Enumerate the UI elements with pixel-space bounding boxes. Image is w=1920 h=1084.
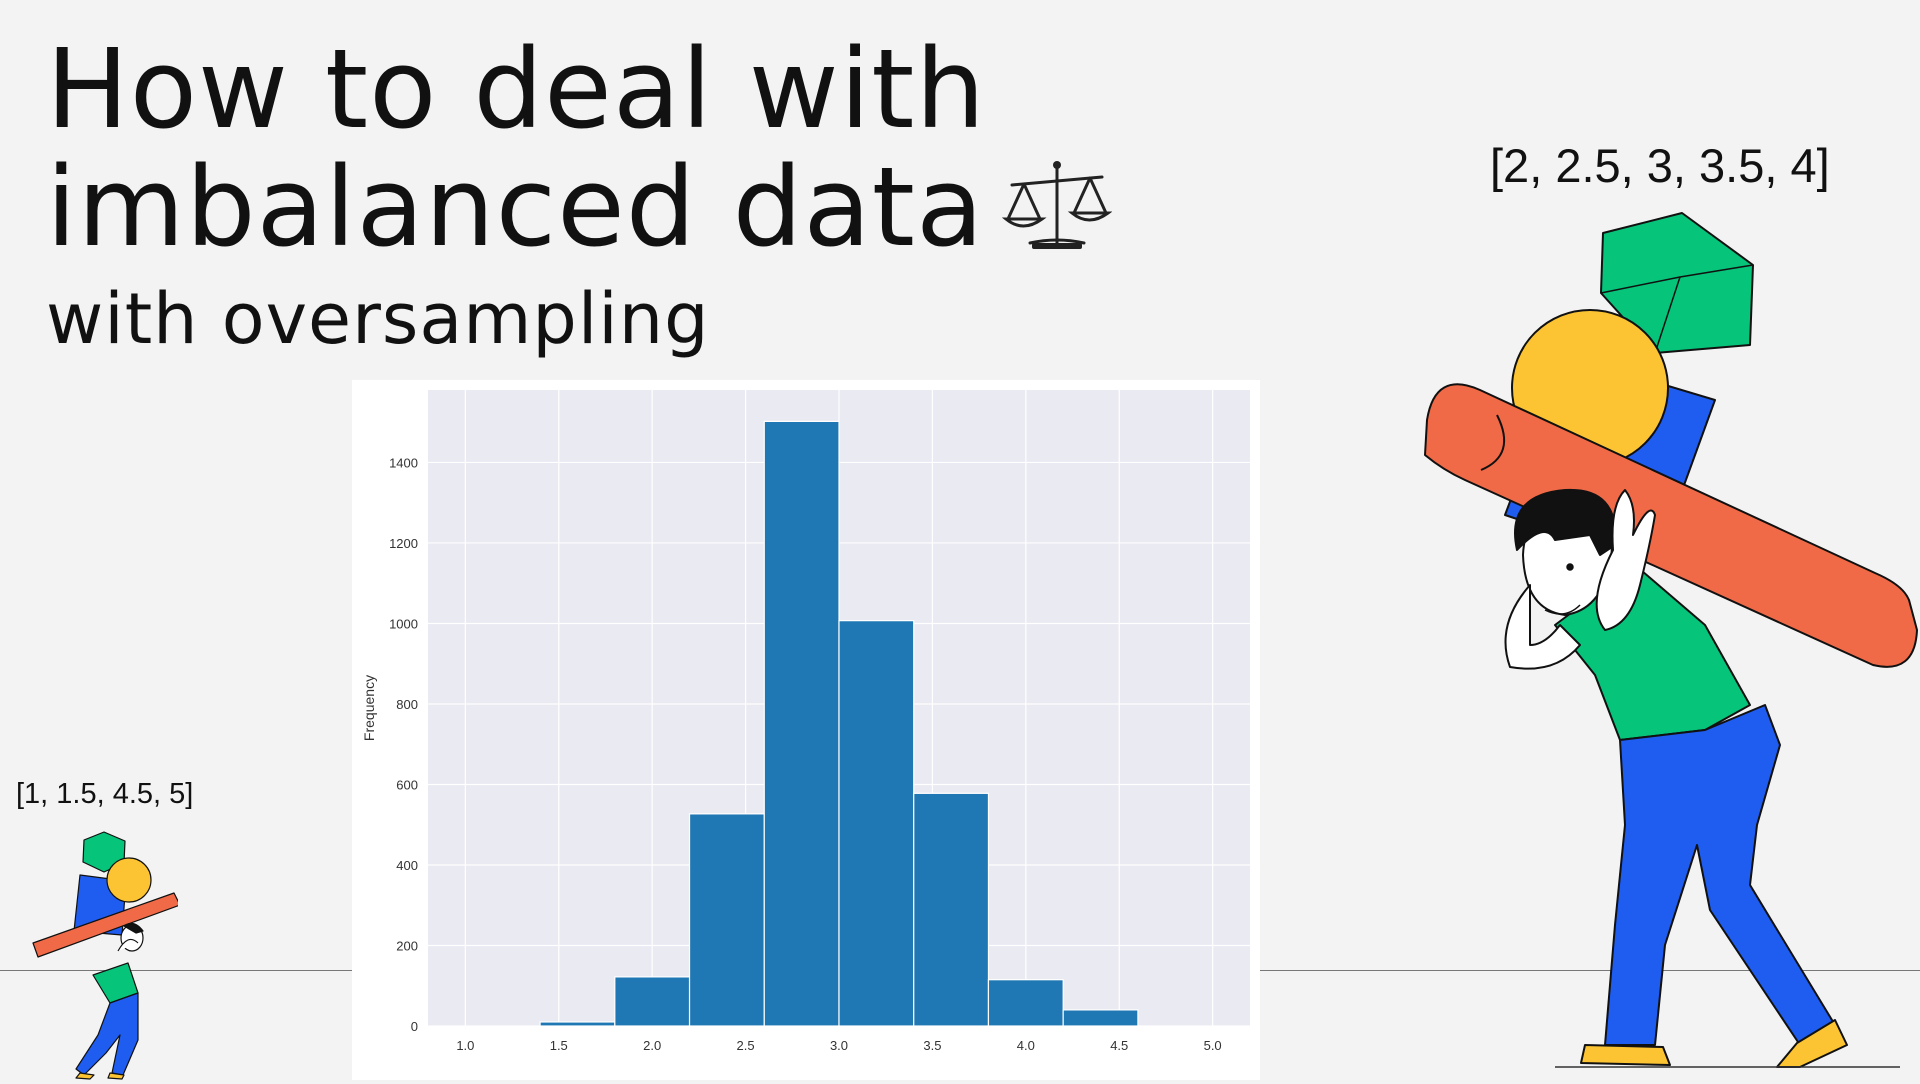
- floor-line-left: [0, 970, 352, 971]
- y-tick-label: 1400: [389, 455, 418, 470]
- small-person-illustration: [28, 825, 181, 1080]
- y-tick-label: 800: [396, 697, 418, 712]
- y-axis-label: Frequency: [361, 675, 377, 741]
- histogram-bar: [688, 813, 765, 1027]
- y-tick-label: 0: [411, 1019, 418, 1034]
- x-tick-label: 3.5: [923, 1038, 941, 1053]
- title-line-2: imbalanced data: [46, 148, 1113, 278]
- x-tick-label: 2.0: [643, 1038, 661, 1053]
- y-tick-label: 200: [396, 938, 418, 953]
- x-tick-label: 2.5: [737, 1038, 755, 1053]
- minority-values-caption: [1, 1.5, 4.5, 5]: [16, 778, 194, 810]
- x-tick-label: 4.5: [1110, 1038, 1128, 1053]
- y-tick-label: 600: [396, 777, 418, 792]
- histogram-bar: [987, 979, 1064, 1027]
- histogram-bar: [539, 1021, 616, 1027]
- x-tick-label: 3.0: [830, 1038, 848, 1053]
- histogram-bar: [838, 620, 915, 1027]
- page-title: How to deal with imbalanced data: [46, 25, 1113, 278]
- majority-values-caption: [2, 2.5, 3, 3.5, 4]: [1490, 139, 1830, 192]
- x-tick-label: 5.0: [1204, 1038, 1222, 1053]
- histogram-card: 1.0 1.5 2.0 2.5 3.0 3.5 4.0 4.5 5.0 0 200 400 600 800…: [352, 380, 1260, 1080]
- histogram-bar: [913, 792, 990, 1027]
- histogram-chart: 1.0 1.5 2.0 2.5 3.0 3.5 4.0 4.5 5.0 0 200 400 600 800…: [361, 390, 1250, 1053]
- y-tick-label: 1200: [389, 536, 418, 551]
- histogram-bar: [614, 976, 691, 1027]
- page-subtitle: with oversampling: [46, 278, 710, 360]
- floor-line-right: [1260, 970, 1920, 971]
- title-line-2-text: imbalanced data: [46, 143, 985, 271]
- title-line-1: How to deal with: [46, 25, 987, 153]
- y-tick-label: 400: [396, 858, 418, 873]
- y-tick-label: 1000: [389, 616, 418, 631]
- large-person-illustration: [1405, 205, 1920, 1080]
- x-tick-label: 1.0: [456, 1038, 474, 1053]
- histogram-bar: [763, 420, 840, 1027]
- x-tick-label: 4.0: [1017, 1038, 1035, 1053]
- x-tick-label: 1.5: [550, 1038, 568, 1053]
- balance-scale-icon: [1002, 157, 1113, 278]
- histogram-bar: [1062, 1009, 1139, 1027]
